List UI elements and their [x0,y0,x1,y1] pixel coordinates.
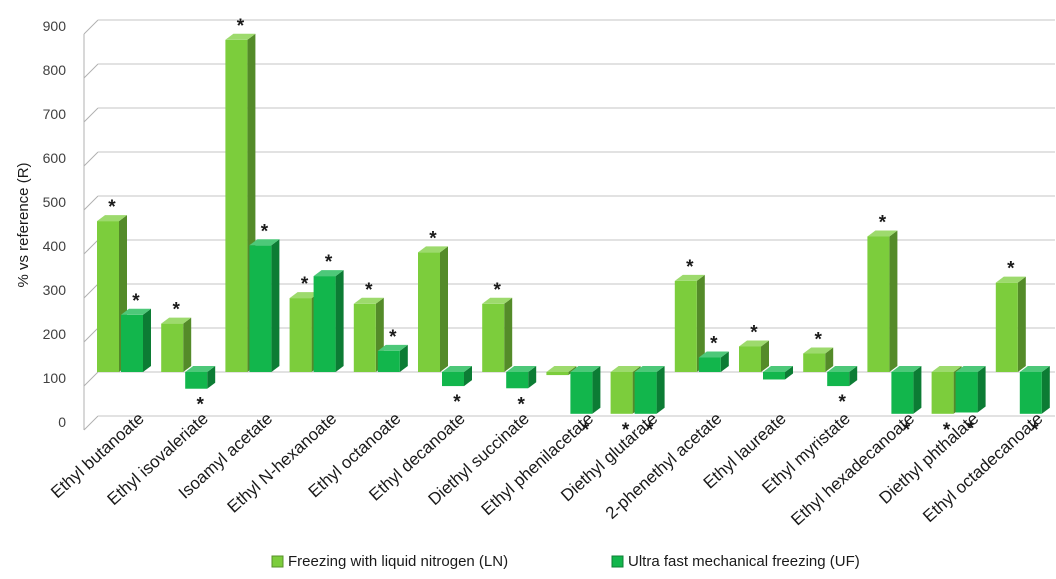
y-axis-label: % vs reference (R) [15,162,32,287]
significance-marker: * [710,333,718,354]
y-tick-label: 800 [43,62,67,78]
significance-marker: * [967,418,975,439]
y-tick-label: 700 [43,106,67,122]
y-tick-label: 600 [43,150,67,166]
legend-label-ln: Freezing with liquid nitrogen (LN) [288,553,508,570]
bar-uf [377,344,408,372]
gridline-depth [83,63,99,79]
bar-uf [442,366,472,387]
bar-uf [121,308,151,372]
significance-marker: * [943,420,951,441]
significance-marker: * [903,420,911,441]
x-tick-label: 2-phenethyl acetate [602,409,726,523]
legend-item-uf: Ultra fast mechanical freezing (UF) [611,553,860,570]
bar-uf [1019,366,1050,414]
gridline-depth [83,107,99,123]
y-tick-label: 500 [43,194,67,210]
bar-uf [249,239,280,372]
significance-marker: * [429,228,437,249]
significance-marker: * [365,280,373,301]
y-tick-label: 400 [43,238,67,254]
legend-swatch-uf [611,555,624,568]
significance-marker: * [622,420,630,441]
legend-label-uf: Ultra fast mechanical freezing (UF) [628,553,860,570]
y-tick-label: 300 [43,282,67,298]
y-tick-label: 0 [58,414,66,430]
gridline-depth [83,415,99,431]
significance-marker: * [301,274,309,295]
significance-marker: * [108,197,116,218]
significance-marker: * [453,392,461,413]
significance-marker: * [838,392,846,413]
x-tick-label: Ethyl hexadecanoate [787,409,918,529]
bar-ln [161,317,192,372]
gridline-depth [83,327,99,343]
significance-marker: * [646,420,654,441]
significance-marker: * [750,322,758,343]
significance-marker: * [582,420,590,441]
bar-uf [955,366,986,413]
gridline-depth [83,283,99,299]
significance-marker: * [389,327,397,348]
bar-ln [867,230,898,372]
bar-ln [482,297,513,372]
significance-marker: * [196,395,204,416]
bar-uf [506,366,537,389]
gridline-depth [83,151,99,167]
bar-uf [827,366,858,387]
bar-uf [698,351,729,372]
bar-ln [674,274,705,372]
gridline-depth [83,239,99,255]
significance-marker: * [686,257,694,278]
bar-uf [891,366,922,414]
y-tick-label: 100 [43,370,67,386]
y-axis-ticks: 0 100 200 300 400 500 600 700 800 900 [43,18,67,430]
significance-marker: * [879,212,887,233]
y-tick-label: 900 [43,18,67,34]
significance-marker: * [325,252,333,273]
significance-marker: * [814,330,822,351]
bar-ln [739,340,769,372]
legend-swatch-ln [271,555,284,568]
significance-marker: * [132,291,140,312]
bar-uf [763,366,793,380]
bar-ln [995,276,1026,372]
gridline-depth [83,371,99,387]
gridline-depth [83,19,99,35]
significance-markers: * * * * * * * * * * * * * * * * * * * * * * * * * * * * [108,16,1039,441]
x-tick-label: Ethyl octadecanoate [919,409,1046,526]
legend-item-ln: Freezing with liquid nitrogen (LN) [271,553,508,570]
bar-uf [634,366,665,414]
bar-ln [803,347,834,372]
bar-uf [313,270,344,372]
significance-marker: * [172,300,180,321]
significance-marker: * [261,221,269,242]
significance-marker: * [493,280,501,301]
legend: Freezing with liquid nitrogen (LN) Ultra… [271,553,860,570]
x-tick-label: Ethyl phenilacetate [478,409,597,519]
bar-ln [418,246,448,372]
y-tick-label: 200 [43,326,67,342]
gridline-depth [83,195,99,211]
significance-marker: * [1031,420,1039,441]
significance-marker: * [1007,259,1015,280]
significance-marker: * [237,16,245,37]
x-tick-label: Ethyl N-hexanoate [224,409,341,517]
bar-uf [185,366,216,389]
bar-ln [97,215,127,372]
significance-marker: * [517,394,525,415]
bar-uf [570,366,601,414]
bars [97,33,1050,414]
